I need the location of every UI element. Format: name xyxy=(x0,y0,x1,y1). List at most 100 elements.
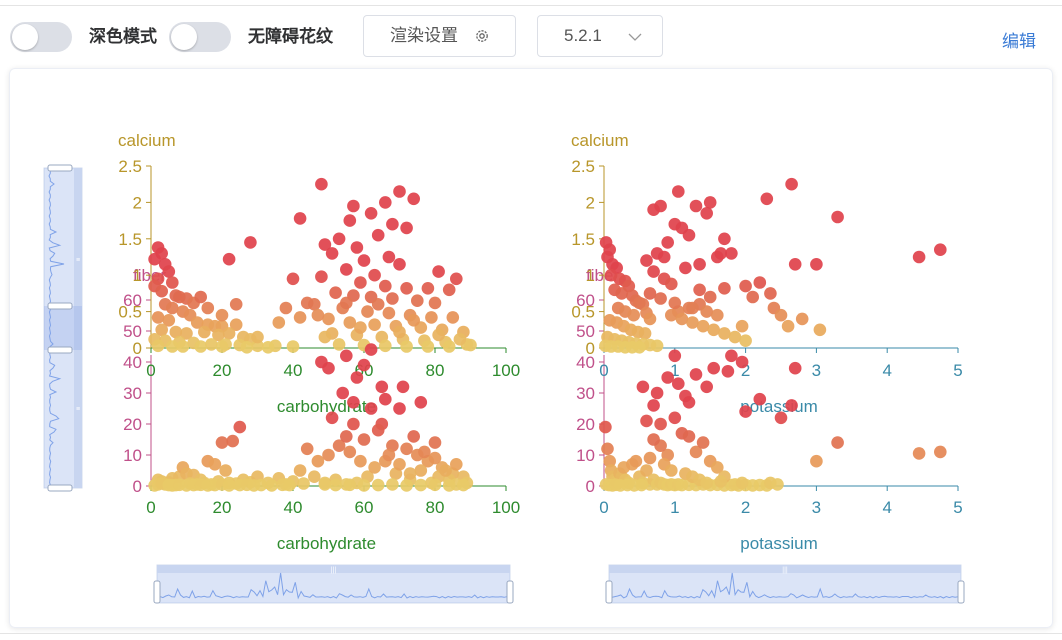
data-point xyxy=(201,301,215,315)
data-point xyxy=(215,308,229,322)
data-point xyxy=(325,247,339,260)
data-point xyxy=(411,294,424,308)
data-point xyxy=(774,308,788,322)
data-point xyxy=(627,308,640,322)
version-select[interactable]: 5.2.1 xyxy=(537,15,663,57)
data-point xyxy=(700,305,713,318)
data-point xyxy=(293,464,307,477)
data-point xyxy=(361,305,374,318)
data-point xyxy=(428,478,442,492)
x-tick-label-bottom: 20 xyxy=(213,498,232,517)
edit-link[interactable]: 编辑 xyxy=(1002,32,1036,51)
data-point xyxy=(166,276,179,289)
data-point xyxy=(707,323,720,337)
data-point xyxy=(286,272,300,286)
data-point xyxy=(229,298,243,311)
data-point xyxy=(686,316,699,329)
render-settings-button[interactable]: 渲染设置 xyxy=(363,15,516,57)
data-point xyxy=(689,199,703,213)
x-axis-label-bottom: carbohydrate xyxy=(277,534,376,553)
zoom-slider-top-bar xyxy=(609,565,961,573)
data-point xyxy=(665,464,678,477)
accessibility-pattern-toggle[interactable] xyxy=(169,22,231,52)
data-point xyxy=(711,461,724,474)
data-point xyxy=(785,399,798,412)
chart-panel xyxy=(9,68,1053,628)
data-point xyxy=(403,467,417,480)
data-point xyxy=(643,287,657,300)
data-point xyxy=(347,396,360,409)
data-point xyxy=(379,196,392,209)
data-point xyxy=(725,349,738,363)
data-point xyxy=(354,454,367,468)
data-point xyxy=(693,258,706,271)
data-point xyxy=(428,451,442,465)
data-point xyxy=(679,261,692,275)
dark-mode-toggle[interactable] xyxy=(10,22,72,52)
data-point xyxy=(261,341,275,354)
y-tick-label-calcium: 0.5 xyxy=(118,303,142,322)
data-point xyxy=(340,263,353,276)
x-axis-label-bottom: potassium xyxy=(740,534,817,553)
data-point xyxy=(386,478,399,491)
data-point xyxy=(166,301,179,315)
data-point xyxy=(735,476,749,490)
version-value: 5.2.1 xyxy=(564,26,602,45)
data-point xyxy=(781,319,795,333)
zoom-handle-left xyxy=(153,580,161,604)
x-tick-label-bottom: 2 xyxy=(741,498,750,517)
data-point xyxy=(350,371,364,384)
x-tick-label-top: 80 xyxy=(426,361,445,380)
data-point xyxy=(194,290,207,304)
data-point xyxy=(286,340,300,353)
data-point xyxy=(711,308,724,322)
data-point xyxy=(753,276,767,289)
data-point xyxy=(318,478,332,491)
data-point xyxy=(696,319,710,333)
y-tick-label-calcium: 0 xyxy=(586,339,595,358)
data-point xyxy=(654,292,667,305)
data-point xyxy=(180,327,193,340)
data-point xyxy=(293,311,307,324)
data-point xyxy=(407,192,421,206)
data-point xyxy=(357,433,371,446)
data-point xyxy=(322,448,335,462)
data-point xyxy=(300,442,314,456)
data-point xyxy=(340,296,353,310)
y-axis-label-calcium: calcium xyxy=(571,131,629,150)
data-point xyxy=(283,478,296,492)
y-tick-label-fiber: 0 xyxy=(133,477,142,496)
data-point xyxy=(222,252,236,266)
data-point xyxy=(599,420,612,434)
data-point xyxy=(661,236,674,249)
data-point xyxy=(151,311,165,324)
data-point xyxy=(364,402,378,415)
data-point xyxy=(682,228,696,242)
data-point xyxy=(647,433,660,446)
data-point xyxy=(311,454,325,468)
data-point xyxy=(340,430,353,443)
zoom-slider-shadow-line xyxy=(156,572,511,600)
x-axis-label-top: carbohydrate xyxy=(277,397,376,416)
data-point xyxy=(254,478,268,492)
data-point xyxy=(774,411,788,425)
data-point xyxy=(464,338,477,352)
data-point xyxy=(764,287,777,300)
toggle-knob xyxy=(171,24,197,50)
y-tick-label-calcium: 2 xyxy=(586,193,595,212)
data-point xyxy=(934,243,947,256)
y-tick-label-fiber: 50 xyxy=(576,322,595,341)
data-point xyxy=(425,311,438,324)
x-tick-label-top: 4 xyxy=(882,361,891,380)
x-tick-label-bottom: 60 xyxy=(355,498,374,517)
data-point xyxy=(665,277,678,291)
y-tick-label-fiber: 20 xyxy=(576,415,595,434)
vertical-zoom-shadow-line xyxy=(48,167,65,489)
x-tick-label-bottom: 5 xyxy=(953,498,962,517)
data-point xyxy=(668,411,682,425)
data-point xyxy=(325,411,339,425)
x-tick-label-top: 40 xyxy=(284,361,303,380)
data-point xyxy=(166,340,179,353)
data-point xyxy=(347,417,360,431)
data-point xyxy=(657,250,671,264)
